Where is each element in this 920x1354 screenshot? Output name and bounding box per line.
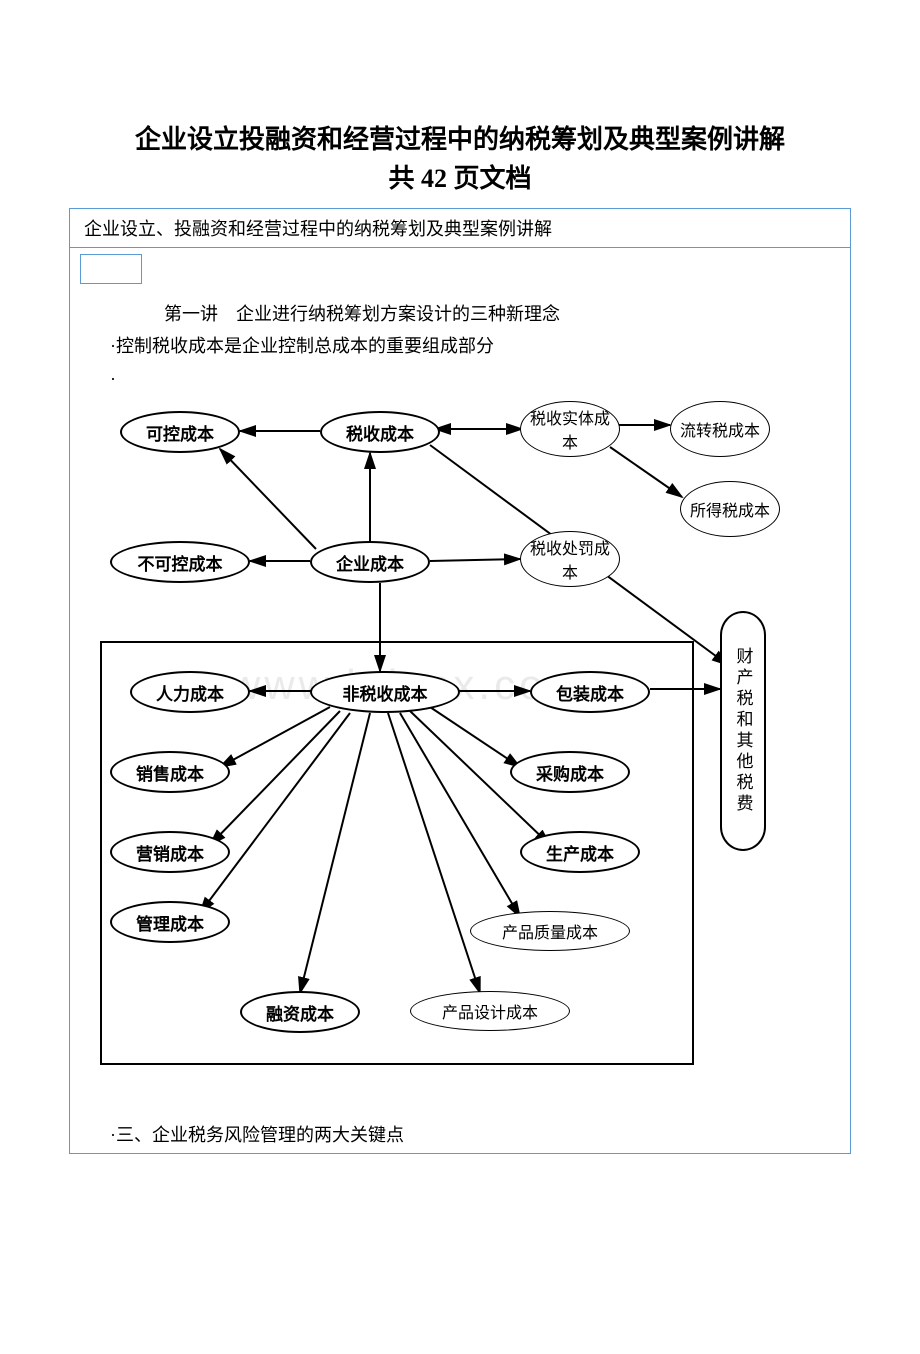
page: 企业设立投融资和经营过程中的纳税筹划及典型案例讲解 共 42 页文档 企业设立、… [0,0,920,1354]
node-n8: 税收处罚成本 [520,531,620,587]
title-line-1: 企业设立投融资和经营过程中的纳税筹划及典型案例讲解 [135,125,785,154]
node-n14: 营销成本 [110,831,230,873]
footer-bullet: ·三、企业税务风险管理的两大关键点 [70,1101,850,1153]
node-n17: 产品质量成本 [470,911,630,951]
edge-8 [220,449,316,549]
edge-6 [430,559,520,561]
node-n18: 融资成本 [240,991,360,1033]
bullet-2: · [110,363,830,395]
node-n16: 管理成本 [110,901,230,943]
document-title: 企业设立投融资和经营过程中的纳税筹划及典型案例讲解 共 42 页文档 [60,120,860,198]
small-empty-box [80,254,142,284]
node-n13: 采购成本 [510,751,630,793]
node-n3: 税收实体成本 [520,401,620,457]
node-n20: 财产税和其他税费 [720,611,766,851]
node-n2: 税收成本 [320,411,440,453]
node-n1: 可控成本 [120,411,240,453]
edge-3 [610,447,682,497]
node-n9: 人力成本 [130,671,250,713]
table-header: 企业设立、投融资和经营过程中的纳税筹划及典型案例讲解 [70,209,850,248]
cost-diagram: www.bdocx.com 可控成本税收成本税收实体成本流转税成本所得税成本不可… [80,401,840,1101]
node-n7: 企业成本 [310,541,430,583]
intro-text: 第一讲 企业进行纳税筹划方案设计的三种新理念 ·控制税收成本是企业控制总成本的重… [70,248,850,401]
title-line-2: 共 42 页文档 [388,164,531,193]
node-n11: 包装成本 [530,671,650,713]
bullet-1: ·控制税收成本是企业控制总成本的重要组成部分 [110,330,830,362]
content-table: 企业设立、投融资和经营过程中的纳税筹划及典型案例讲解 第一讲 企业进行纳税筹划方… [69,208,851,1154]
node-n5: 所得税成本 [680,481,780,537]
node-n10: 非税收成本 [310,671,460,713]
lecture-heading: 第一讲 企业进行纳税筹划方案设计的三种新理念 [110,298,830,330]
node-n6: 不可控成本 [110,541,250,583]
node-n12: 销售成本 [110,751,230,793]
node-n19: 产品设计成本 [410,991,570,1031]
table-body: 第一讲 企业进行纳税筹划方案设计的三种新理念 ·控制税收成本是企业控制总成本的重… [70,248,850,1153]
node-n4: 流转税成本 [670,401,770,457]
node-n15: 生产成本 [520,831,640,873]
